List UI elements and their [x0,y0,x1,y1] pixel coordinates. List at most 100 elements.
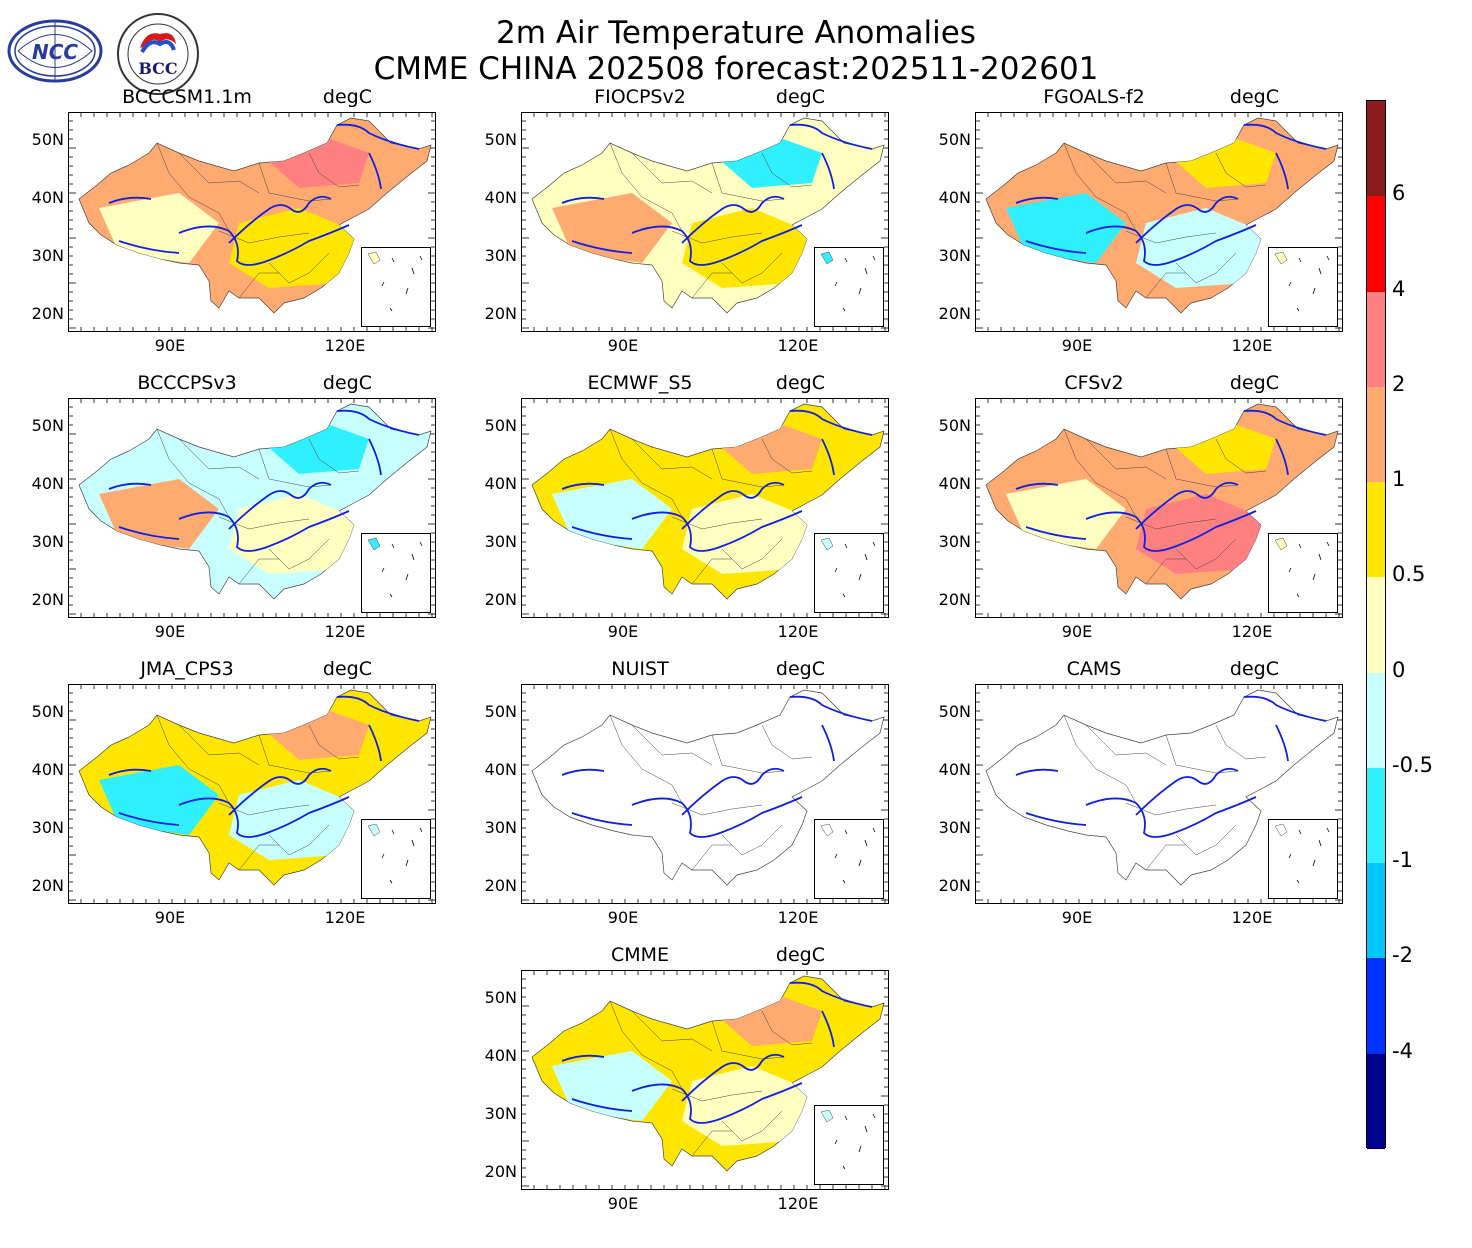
map-panel-cams: CAMS degC 50N 40N 30N 20N 90E 120E [907,658,1343,940]
river-line [631,510,803,552]
colorbar-bin [1367,196,1385,292]
x-tick-label: 90E [1061,908,1093,927]
x-tick-label: 90E [1061,622,1093,641]
province-border [609,142,643,198]
river-line [1275,724,1289,762]
river-line [108,482,152,490]
x-tick-label: 120E [777,908,819,927]
river-line [1085,510,1257,552]
y-tick-label: 20N [938,876,971,895]
anomaly-patch [1136,208,1266,288]
panel-title: BCCCPSv3 [137,372,237,394]
x-tick-label: 120E [777,336,819,355]
anomaly-patch [1136,494,1266,574]
province-border [641,768,683,804]
river-line [228,195,332,244]
x-tick-label: 120E [1231,336,1273,355]
y-tick-label: 20N [938,304,971,323]
panel-title: FGOALS-f2 [1043,86,1145,108]
province-border [761,152,813,188]
province-border [1165,448,1239,488]
province-border [711,1020,785,1060]
river-line [571,240,633,254]
river-line [561,482,605,490]
province-border [691,844,732,871]
province-border [691,1130,732,1157]
y-tick-label: 40N [484,188,517,207]
river-line [228,481,332,530]
province-border [641,482,683,518]
y-tick-label: 50N [31,130,64,149]
south-china-sea-inset [361,533,431,613]
province-border [609,1000,643,1056]
map-panel-bcccsm1.1m: BCCCSM1.1m degC 50N 40N 30N 20N 90E 120E [0,86,436,368]
province-border [1145,844,1186,871]
y-tick-label: 30N [31,818,64,837]
anomaly-field [985,689,1339,886]
province-border [761,724,813,760]
river-line [561,196,605,204]
river-line [561,768,605,776]
river-line [1135,767,1239,816]
x-tick-label: 120E [777,622,819,641]
river-line [1015,768,1059,776]
colorbar-bin [1367,482,1385,578]
river-line [1025,240,1087,254]
anomaly-patch [99,193,219,263]
panel-title: NUIST [611,658,669,680]
province-border [258,448,332,488]
y-tick-label: 30N [938,818,971,837]
map-panel-nuist: NUIST degC 50N 40N 30N 20N 90E 120E [453,658,889,940]
province-border [1063,714,1097,770]
river-line [118,240,180,254]
river-line [789,123,873,150]
map-frame [975,112,1343,332]
province-border [1145,272,1186,299]
y-tick-label: 40N [938,760,971,779]
river-line [108,196,152,204]
figure-title-line2: CMME CHINA 202508 forecast:202511-202601 [373,51,1099,87]
river-line [178,796,350,838]
province-border [609,428,643,484]
river-line [789,981,873,1008]
panel-unit: degC [775,944,825,966]
south-china-sea-inset [814,1105,884,1185]
map-canvas [69,399,435,617]
map-frame [521,970,889,1190]
river-line [631,796,803,838]
panel-unit: degC [1229,658,1279,680]
river-line [1085,224,1257,266]
x-tick-label: 90E [607,908,639,927]
river-line [178,510,350,552]
anomaly-field [531,689,885,886]
panel-unit: degC [322,658,372,680]
x-tick-label: 120E [324,908,366,927]
river-line [1025,526,1087,540]
province-border [188,482,230,518]
river-line [228,767,332,816]
province-border [711,162,785,202]
province-border [258,734,332,774]
river-line [1135,481,1239,530]
river-line [368,438,382,476]
map-frame [975,684,1343,904]
panel-unit: degC [775,86,825,108]
province-border [1215,152,1267,188]
river-line [821,724,835,762]
province-border [1085,724,1167,766]
map-canvas [522,113,888,331]
river-line [178,224,350,266]
province-border [711,734,785,774]
colorbar-label: 1 [1392,467,1406,492]
map-panel-bcccpsv3: BCCCPSv3 degC 50N 40N 30N 20N 90E 120E [0,372,436,654]
anomaly-patch [99,479,219,549]
river-line [789,695,873,722]
colorbar-label: -0.5 [1392,752,1433,777]
river-line [1275,438,1289,476]
south-china-sea-inset [361,819,431,899]
province-border [178,724,260,766]
panel-title: CFSv2 [1064,372,1124,394]
river-line [368,152,382,190]
y-tick-label: 40N [484,760,517,779]
colorbar-bin [1367,101,1385,197]
